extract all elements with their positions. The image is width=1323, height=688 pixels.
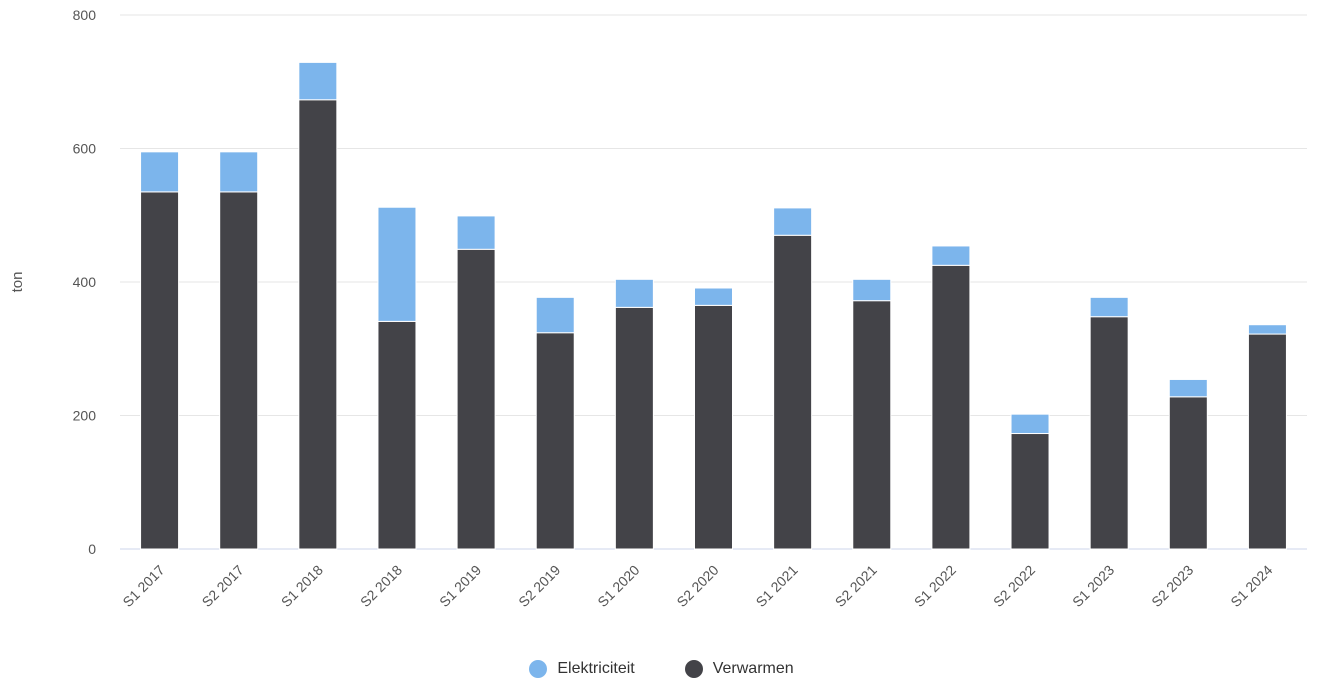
x-tick-label: S1 2017 (119, 562, 167, 610)
x-tick-label: S1 2024 (1227, 562, 1275, 610)
x-tick-label: S1 2020 (594, 562, 642, 610)
y-axis-title: ton (9, 272, 26, 293)
bar-verwarmen[interactable] (377, 320, 417, 550)
bar-verwarmen[interactable] (931, 264, 971, 550)
legend-item-verwarmen[interactable]: Verwarmen (684, 660, 794, 678)
legend-label: Elektriciteit (557, 660, 635, 677)
bar-elektriciteit[interactable] (931, 245, 971, 266)
x-tick-label: S2 2022 (990, 562, 1038, 610)
legend: Elektriciteit Verwarmen (0, 660, 1323, 678)
bar-elektriciteit[interactable] (298, 61, 338, 101)
x-tick-label: S1 2018 (278, 562, 326, 610)
x-tick-label: S2 2021 (832, 562, 880, 610)
bar-verwarmen[interactable] (852, 300, 892, 550)
x-tick-label: S1 2022 (911, 562, 959, 610)
bar-elektriciteit[interactable] (219, 151, 259, 193)
x-tick-label: S2 2017 (199, 562, 247, 610)
y-tick-label: 0 (88, 541, 96, 557)
x-tick-label: S1 2019 (436, 562, 484, 610)
legend-dot-verwarmen (684, 660, 703, 678)
bar-elektriciteit[interactable] (694, 287, 733, 306)
bar-verwarmen[interactable] (1247, 333, 1287, 550)
x-tick-label: S1 2023 (1069, 562, 1117, 610)
bar-elektriciteit[interactable] (456, 215, 496, 250)
legend-item-elektriciteit[interactable]: Elektriciteit (529, 660, 635, 678)
bar-elektriciteit[interactable] (377, 206, 417, 322)
y-axis-ticks: 0 200 400 600 800 (73, 7, 97, 557)
x-axis-ticks: S1 2017 S2 2017 S1 2018 S2 2018 S1 2019 S2 20… (119, 562, 1275, 610)
bar-verwarmen[interactable] (1168, 396, 1208, 550)
y-tick-label: 800 (73, 7, 97, 23)
bar-verwarmen[interactable] (456, 248, 496, 550)
bar-elektriciteit[interactable] (773, 207, 813, 236)
bar-elektriciteit[interactable] (140, 151, 180, 193)
bar-elektriciteit[interactable] (852, 278, 892, 302)
x-tick-label: S1 2021 (753, 562, 801, 610)
bar-verwarmen[interactable] (140, 191, 180, 550)
y-tick-label: 400 (73, 274, 97, 290)
y-tick-label: 600 (73, 141, 97, 157)
bar-verwarmen[interactable] (614, 306, 654, 550)
x-tick-label: S2 2018 (357, 562, 405, 610)
x-tick-label: S2 2020 (673, 562, 721, 610)
bar-verwarmen[interactable] (535, 332, 575, 550)
bar-verwarmen[interactable] (298, 99, 338, 550)
bar-verwarmen[interactable] (694, 304, 733, 550)
y-tick-label: 200 (73, 408, 97, 424)
legend-label: Verwarmen (712, 660, 794, 677)
bar-verwarmen[interactable] (1010, 433, 1050, 550)
bar-verwarmen[interactable] (1089, 316, 1129, 550)
legend-dot-elektriciteit (529, 660, 548, 678)
bar-verwarmen[interactable] (773, 234, 813, 550)
bar-elektriciteit[interactable] (1010, 413, 1050, 435)
bar-verwarmen[interactable] (219, 191, 259, 550)
x-tick-label: S2 2023 (1148, 562, 1196, 610)
bar-elektriciteit[interactable] (1247, 324, 1287, 335)
bar-elektriciteit[interactable] (614, 278, 654, 308)
bar-elektriciteit[interactable] (535, 296, 575, 334)
bars (140, 61, 1287, 550)
x-tick-label: S2 2019 (515, 562, 563, 610)
bar-elektriciteit[interactable] (1089, 296, 1129, 318)
bar-elektriciteit[interactable] (1168, 378, 1208, 398)
